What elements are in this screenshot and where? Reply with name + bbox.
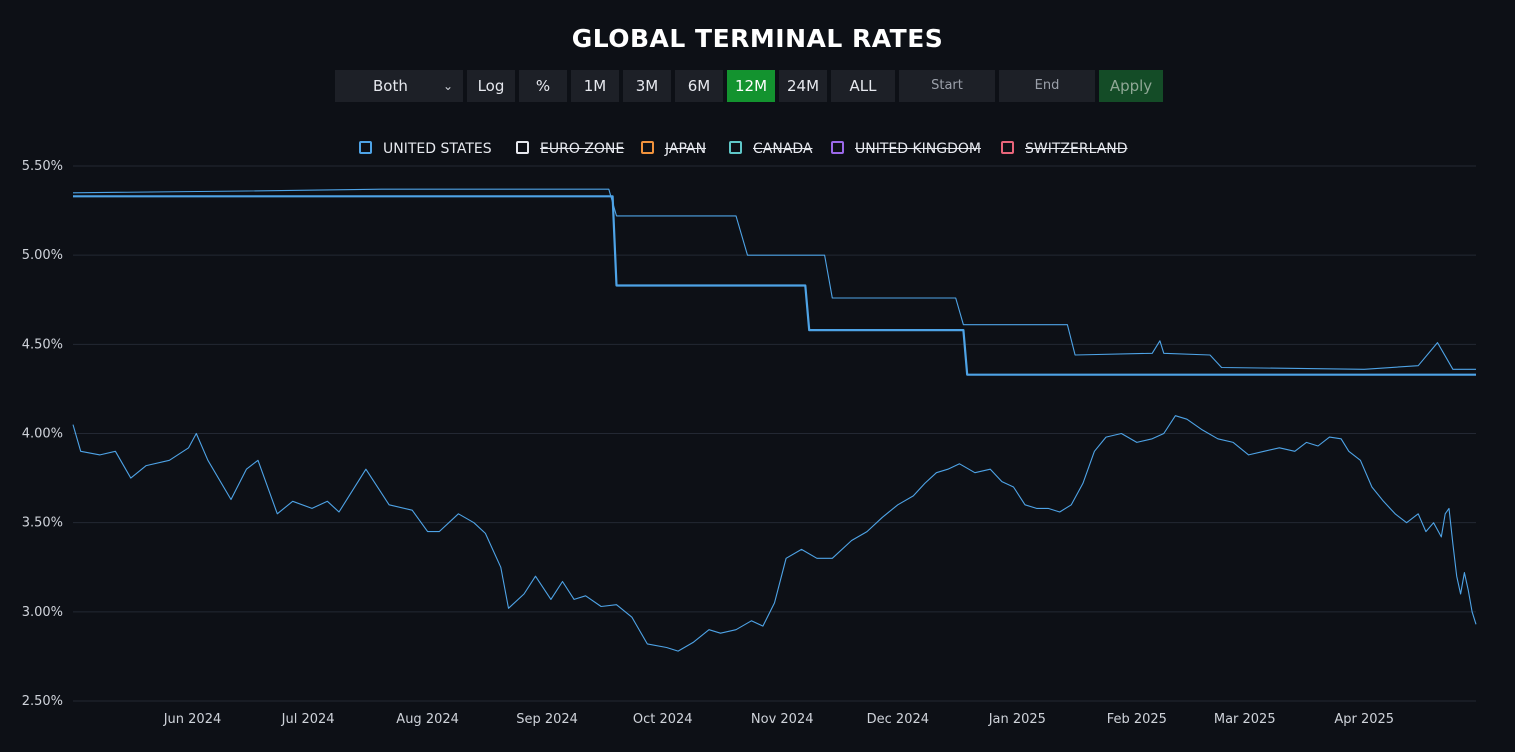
start-date-input[interactable]: Start	[899, 70, 995, 102]
y-tick-label: 4.50%	[22, 337, 63, 352]
legend-label: JAPAN	[665, 141, 707, 157]
end-date-input[interactable]: End	[999, 70, 1095, 102]
legend-swatch	[1001, 141, 1014, 154]
x-tick-label: Jan 2025	[988, 712, 1046, 727]
series-line-0	[73, 195, 1476, 376]
x-tick-label: Dec 2024	[867, 712, 929, 727]
x-tick-label: Jun 2024	[163, 712, 222, 727]
y-tick-label: 4.00%	[22, 427, 63, 442]
y-tick-label: 5.00%	[22, 248, 63, 263]
range-button-all[interactable]: ALL	[831, 70, 895, 102]
series-lines	[72, 188, 1477, 652]
x-tick-label: Aug 2024	[396, 712, 459, 727]
x-tick-label: Mar 2025	[1214, 712, 1276, 727]
legend-swatch	[729, 141, 742, 154]
log-scale-button[interactable]: Log	[467, 70, 515, 102]
series-line-1	[72, 188, 1476, 370]
legend-label: CANADA	[753, 141, 813, 157]
range-button-6m[interactable]: 6M	[675, 70, 723, 102]
legend-label: SWITZERLAND	[1025, 141, 1128, 157]
range-button-1m[interactable]: 1M	[571, 70, 619, 102]
range-button-3m[interactable]: 3M	[623, 70, 671, 102]
x-tick-label: Jul 2024	[281, 712, 335, 727]
y-axis: 5.50% 5.00% 4.50% 4.00% 3.50% 3.00% 2.50%	[22, 159, 63, 709]
y-tick-label: 5.50%	[22, 159, 63, 174]
y-tick-label: 3.50%	[22, 516, 63, 531]
legend-swatch	[516, 141, 529, 154]
range-button-24m[interactable]: 24M	[779, 70, 827, 102]
x-tick-label: Apr 2025	[1334, 712, 1394, 727]
page-title: GLOBAL TERMINAL RATES	[571, 24, 944, 53]
x-tick-label: Oct 2024	[633, 712, 693, 727]
chart-toolbar: Both ⌄ Log % 1M 3M 6M 12M 24M ALL Start …	[0, 70, 1515, 102]
legend-label: UNITED STATES	[383, 141, 492, 157]
y-tick-label: 2.50%	[22, 694, 63, 709]
mode-select[interactable]: Both ⌄	[335, 70, 463, 102]
chart-legend: UNITED STATES EURO ZONE JAPAN CANADA UNI…	[0, 139, 1515, 159]
range-button-12m[interactable]: 12M	[727, 70, 775, 102]
gridlines	[73, 165, 1476, 702]
legend-label: UNITED KINGDOM	[855, 141, 981, 157]
series-line-2	[72, 415, 1477, 652]
legend-label: EURO ZONE	[540, 141, 625, 157]
chevron-down-icon: ⌄	[442, 79, 453, 93]
x-tick-label: Feb 2025	[1107, 712, 1167, 727]
x-tick-label: Nov 2024	[751, 712, 814, 727]
apply-button[interactable]: Apply	[1099, 70, 1163, 102]
x-axis: Jun 2024 Jul 2024 Aug 2024 Sep 2024 Oct 2024…	[163, 712, 1394, 727]
percent-button[interactable]: %	[519, 70, 567, 102]
legend-swatch	[359, 141, 372, 154]
legend-swatch	[831, 141, 844, 154]
y-tick-label: 3.00%	[22, 605, 63, 620]
mode-select-value: Both	[373, 77, 408, 95]
x-tick-label: Sep 2024	[516, 712, 578, 727]
legend-swatch	[641, 141, 654, 154]
